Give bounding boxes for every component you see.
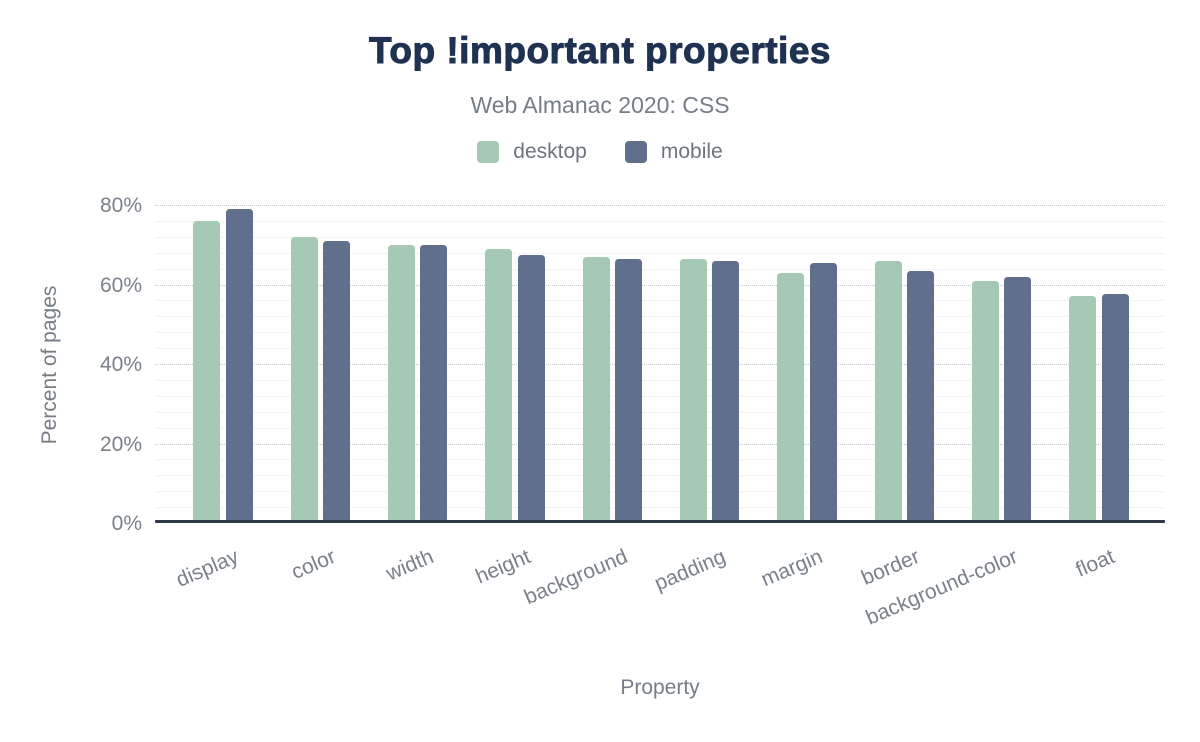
bar-desktop-width <box>387 244 415 523</box>
legend-item-mobile: mobile <box>624 140 723 164</box>
minor-gridline <box>155 236 1165 238</box>
legend: desktop mobile <box>0 140 1200 164</box>
minor-gridline <box>155 395 1165 397</box>
minor-gridline <box>155 316 1165 318</box>
minor-gridline <box>155 491 1165 493</box>
x-tick-label: color <box>288 545 340 584</box>
minor-gridline <box>155 348 1165 350</box>
bar-mobile-width <box>420 244 448 523</box>
x-tick-label: padding <box>650 545 729 596</box>
minor-gridline <box>155 379 1165 381</box>
bar-desktop-border <box>874 260 902 523</box>
legend-item-desktop: desktop <box>477 140 587 164</box>
x-axis-line <box>155 520 1165 523</box>
x-tick-label: margin <box>757 545 826 592</box>
bar-mobile-height <box>517 254 545 523</box>
bar-desktop-display <box>193 220 221 523</box>
minor-gridline <box>155 332 1165 334</box>
y-tick-label: 20% <box>99 432 142 456</box>
bar-desktop-float <box>1069 296 1097 523</box>
y-tick-label: 60% <box>99 273 142 297</box>
x-tick-label: display <box>172 545 242 592</box>
x-tick-label: width <box>382 545 437 586</box>
minor-gridline <box>155 300 1165 302</box>
bar-desktop-background-color <box>971 280 999 523</box>
major-gridline <box>155 443 1165 445</box>
y-tick-label: 40% <box>99 353 142 376</box>
legend-swatch-desktop <box>477 141 500 163</box>
bar-desktop-color <box>290 236 318 523</box>
bar-mobile-color <box>323 240 351 523</box>
y-tick-label: 80% <box>99 194 142 217</box>
legend-swatch-mobile <box>624 141 647 163</box>
bar-desktop-margin <box>777 272 805 523</box>
plot-area <box>155 205 1165 523</box>
legend-label-desktop: desktop <box>513 140 587 163</box>
y-axis-title: Percent of pages <box>38 285 61 445</box>
bar-desktop-height <box>485 248 513 523</box>
bar-desktop-padding <box>679 258 707 523</box>
x-tick-label: height <box>472 545 534 589</box>
x-tick-label: float <box>1072 545 1118 582</box>
minor-gridline <box>155 411 1165 413</box>
major-gridline <box>155 364 1165 365</box>
bar-mobile-background-color <box>1004 276 1032 523</box>
bar-mobile-float <box>1101 294 1129 523</box>
x-axis-title: Property <box>620 676 700 699</box>
bar-mobile-display <box>225 208 253 523</box>
bar-mobile-border <box>907 270 935 523</box>
chart-subtitle: Web Almanac 2020: CSS <box>470 92 730 118</box>
minor-gridline <box>155 427 1165 429</box>
x-tick-label: border <box>858 545 924 590</box>
chart-title: Top !important properties <box>369 30 831 72</box>
major-gridline <box>155 284 1165 286</box>
minor-gridline <box>155 475 1165 477</box>
minor-gridline <box>155 268 1165 270</box>
minor-gridline <box>155 507 1165 509</box>
bar-mobile-padding <box>712 260 740 523</box>
major-gridline <box>155 205 1165 206</box>
bar-mobile-background <box>615 258 643 523</box>
x-tick-label: background <box>521 545 632 610</box>
minor-gridline <box>155 459 1165 461</box>
bar-mobile-margin <box>809 262 837 523</box>
bar-desktop-background <box>582 256 610 523</box>
y-tick-label: 0% <box>111 512 142 535</box>
minor-gridline <box>155 252 1165 254</box>
legend-label-mobile: mobile <box>660 140 723 163</box>
minor-gridline <box>155 220 1165 222</box>
